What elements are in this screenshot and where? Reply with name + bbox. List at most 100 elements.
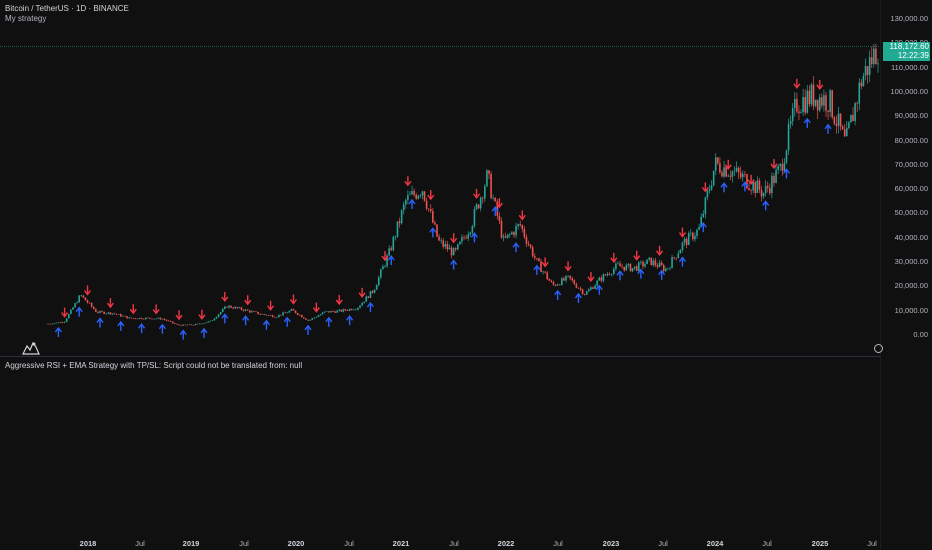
candle-body	[321, 312, 324, 315]
candle-body	[548, 278, 551, 281]
candle-body	[533, 256, 536, 259]
candle-body	[856, 103, 858, 104]
buy-signal-arrow	[595, 284, 603, 295]
sell-signal-arrow	[656, 245, 664, 257]
tradingview-logo-icon[interactable]	[22, 341, 40, 355]
sell-signal-arrow	[747, 174, 755, 185]
sell-signal-arrow	[518, 210, 526, 221]
candle-body	[590, 287, 592, 290]
candle-body	[232, 307, 234, 309]
pane-divider[interactable]	[0, 356, 880, 357]
time-axis-tick: 2025	[811, 539, 829, 548]
price-axis-tick: 50,000.00	[894, 208, 928, 218]
candle-body	[140, 317, 143, 319]
candle-body	[571, 278, 574, 281]
candle-body	[652, 260, 655, 266]
buy-signal-arrow	[158, 323, 166, 334]
candle-body	[122, 315, 124, 317]
candle-body	[99, 311, 101, 313]
candle-body	[392, 236, 395, 251]
candle-body	[588, 289, 590, 292]
candle-body	[357, 307, 359, 310]
candle-body	[746, 174, 748, 189]
candle-body	[752, 181, 754, 191]
buy-signal-arrow	[262, 319, 270, 330]
candle-body	[469, 232, 472, 235]
candle-body	[583, 294, 586, 295]
candle-body	[224, 306, 226, 309]
candle-body	[340, 309, 343, 312]
candle-body	[750, 189, 752, 191]
candle-body	[309, 319, 311, 321]
candle-body	[425, 200, 428, 209]
candle-body	[675, 257, 678, 259]
price-axis-tick: 40,000.00	[894, 232, 928, 242]
price-axis-tick: 90,000.00	[894, 111, 928, 121]
candle-body	[188, 324, 191, 326]
candle-body	[105, 313, 108, 315]
candle-body	[61, 322, 64, 323]
candle-body	[523, 228, 526, 237]
buy-signal-arrow	[491, 206, 499, 217]
candle-body	[837, 113, 840, 126]
candle-body	[490, 173, 492, 199]
candle-body	[764, 185, 767, 193]
candle-body	[163, 318, 166, 320]
price-axis-tick: 130,000.00	[890, 14, 928, 23]
candle-body	[835, 123, 838, 126]
candle-body	[456, 244, 459, 250]
sell-signal-arrow	[289, 294, 298, 305]
candle-body	[561, 278, 563, 286]
time-axis-tick: 2024	[706, 539, 724, 548]
candle-body	[159, 317, 162, 320]
time-axis-tick: Jul	[762, 539, 772, 548]
candle-body	[683, 239, 686, 243]
sell-signal-arrow	[633, 250, 641, 261]
candle-body	[213, 318, 216, 321]
candle-body	[240, 307, 243, 310]
candle-body	[115, 313, 118, 315]
candle-body	[68, 314, 70, 319]
candle-body	[796, 98, 798, 112]
candle-body	[234, 306, 237, 309]
candle-body	[660, 262, 663, 266]
price-axis-tick: 100,000.00	[890, 86, 928, 96]
candle-body	[608, 273, 611, 275]
candle-body	[536, 258, 538, 259]
candle-body	[450, 247, 453, 256]
candle-body	[380, 269, 382, 278]
sell-signal-arrow	[770, 158, 778, 170]
candle-body	[400, 210, 403, 224]
candle-body	[226, 306, 228, 308]
candle-body	[396, 221, 399, 237]
candle-body	[199, 323, 201, 325]
symbol-title[interactable]: Bitcoin / TetherUS · 1D · BINANCE	[5, 4, 129, 13]
candle-body	[519, 224, 522, 226]
candle-body	[669, 268, 671, 269]
candle-body	[793, 98, 796, 108]
sell-signal-arrow	[724, 159, 732, 170]
candle-body	[192, 324, 195, 326]
strategy-legend[interactable]: My strategy	[5, 14, 47, 23]
sell-signal-arrow	[152, 304, 160, 315]
candle-body	[84, 297, 87, 301]
candle-body	[606, 273, 609, 276]
buy-signal-arrow	[450, 259, 458, 270]
price-axis-tick: 60,000.00	[894, 184, 928, 194]
buy-signal-arrow	[75, 306, 83, 317]
candle-body	[142, 318, 145, 320]
candle-body	[644, 263, 646, 267]
alert-icon[interactable]	[874, 344, 883, 353]
candle-body	[325, 311, 328, 312]
candle-body	[429, 208, 432, 212]
candle-body	[251, 311, 253, 313]
candle-body	[328, 311, 330, 313]
buy-signal-arrow	[304, 324, 312, 335]
candle-body	[417, 195, 420, 199]
candle-body	[221, 308, 224, 313]
candle-body	[390, 248, 393, 251]
last-price-label: 118,172.60	[883, 42, 930, 52]
candle-body	[153, 318, 155, 320]
candle-body	[134, 318, 137, 319]
